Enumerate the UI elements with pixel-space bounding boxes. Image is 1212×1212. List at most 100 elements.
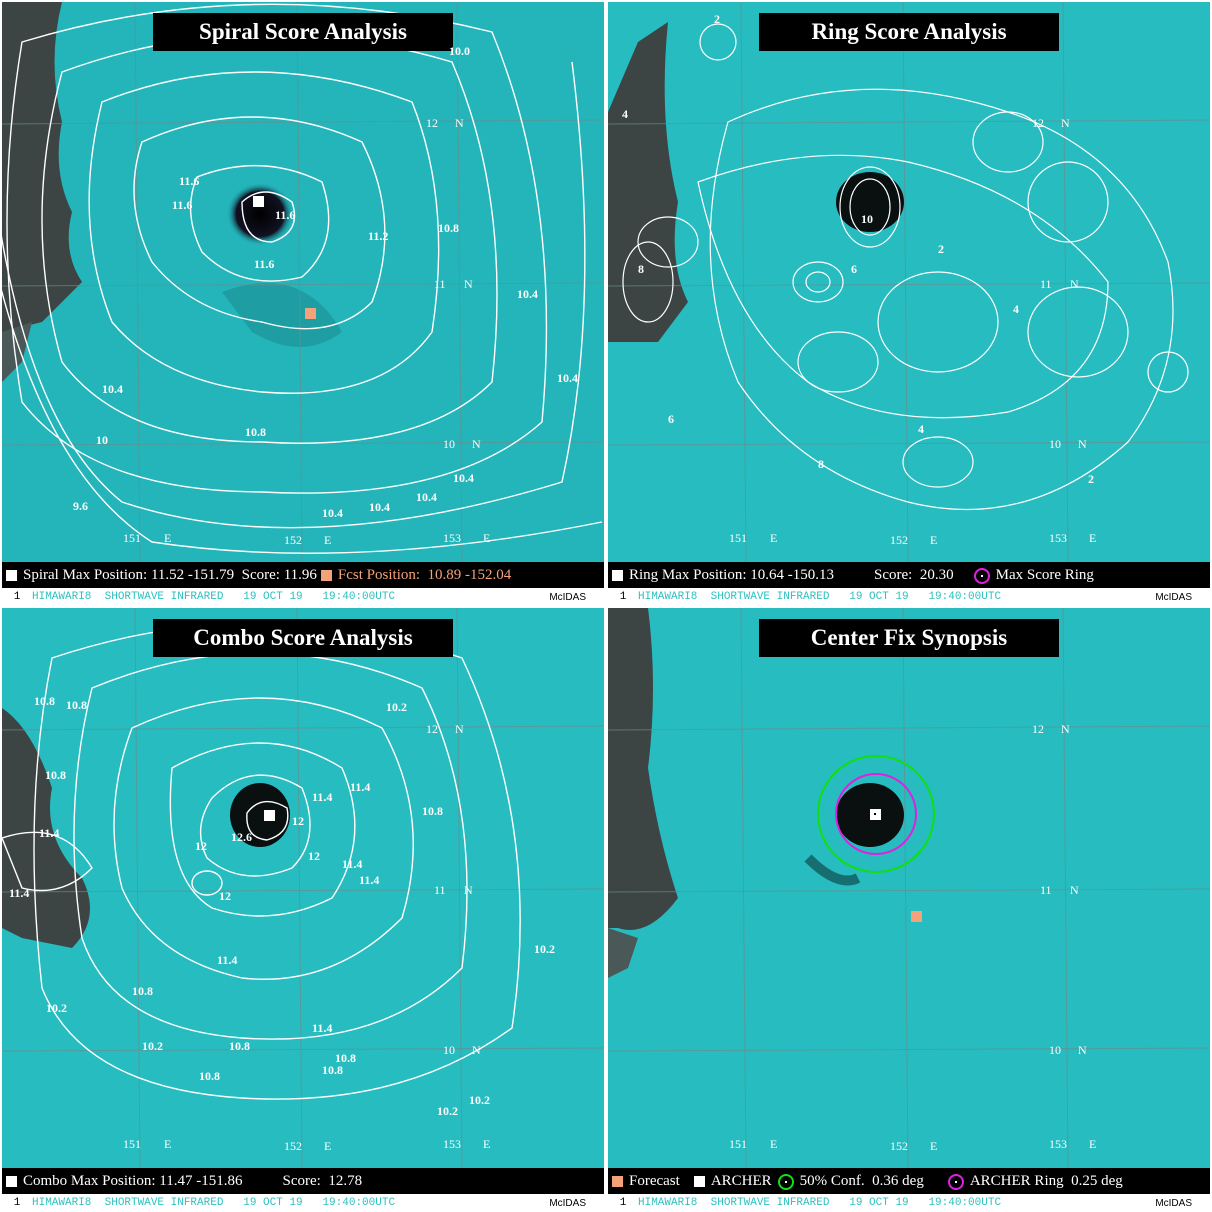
lon-label: E [770,1137,778,1151]
contour-label: 11.6 [179,174,200,188]
legend-position: 11.52 -151.79 [150,567,235,583]
contour-label: 11.4 [312,790,333,804]
contour-label: 10.4 [557,371,578,385]
lat-label: N [1061,722,1070,736]
ring-label: ARCHER Ring [969,1173,1064,1189]
lon-label: 151 [729,531,747,545]
contour-label: 6 [851,262,857,276]
legend-bar: Ring Max Position: 10.64 -150.13 Score: … [608,564,1210,587]
lat-label: N [455,116,464,130]
contour-label: 10.4 [102,382,123,396]
lat-label: N [464,883,473,897]
lon-label: 152 [284,533,302,547]
contour-label: 6 [668,412,674,426]
lon-label: 151 [123,1137,141,1151]
contour-label: 10.8 [438,221,459,235]
center-fix-synopsis-panel: Center Fix Synopsis 12 N 11 N 10 N 151 E… [608,608,1210,1212]
legend-bar: Spiral Max Position: 11.52 -151.79 Score… [2,564,604,587]
legend-position: 10.64 -150.13 [750,567,835,583]
lon-label: E [1089,1137,1097,1151]
fcst-label: Fcst Position: [337,567,421,583]
footer-bar: 1 HIMAWARI8 SHORTWAVE INFRARED 19 OCT 19… [2,588,604,606]
lat-label: N [455,722,464,736]
lat-label: 10 [1049,437,1061,451]
legend-label: Ring Max Position: [629,567,747,583]
lon-label: E [930,533,938,547]
contour-label: 11.4 [39,826,60,840]
contour-label: 8 [818,457,824,471]
contour-label: 9.6 [73,499,88,513]
lat-label: N [1078,1043,1087,1057]
panel-title: Center Fix Synopsis [759,619,1059,657]
contour-label: 10.8 [34,694,55,708]
lon-label: E [324,1139,332,1153]
contour-label: 11.4 [9,886,30,900]
contour-label: 4 [1013,302,1019,316]
contour-label: 8 [638,262,644,276]
contour-label: 10.4 [453,471,474,485]
lon-label: E [164,1137,172,1151]
lat-label: 12 [426,116,438,130]
confidence-ring-icon [777,1173,794,1190]
contour-label: 11.6 [172,198,193,212]
contour-label: 12 [195,839,207,853]
contour-label: 10.8 [45,768,66,782]
archer-label: ARCHER [710,1173,772,1189]
footer-caption: HIMAWARI8 SHORTWAVE INFRARED 19 OCT 19 1… [32,1197,396,1209]
panel-title: Spiral Score Analysis [153,13,453,51]
footer-bar: 1 HIMAWARI8 SHORTWAVE INFRARED 19 OCT 19… [608,588,1210,606]
lon-label: E [483,1137,491,1151]
contour-label: 11.4 [217,953,238,967]
max-position-marker-icon [6,1176,17,1187]
contour-label: 10.2 [469,1093,490,1107]
lat-label: N [1070,883,1079,897]
lat-label: N [1061,116,1070,130]
contour-label: 11.4 [342,857,363,871]
legend-position: 11.47 -151.86 [159,1173,243,1189]
lat-label: 12 [1032,722,1044,736]
contour-label: 2 [1088,472,1094,486]
lon-label: 152 [284,1139,302,1153]
lon-label: 151 [729,1137,747,1151]
contour-label: 11.4 [350,780,371,794]
legend-score-label: Score: [282,1173,321,1189]
contour-label: 12 [308,849,320,863]
lat-label: N [1078,437,1087,451]
contour-label: 10.4 [517,287,538,301]
contour-label: 10.8 [66,698,87,712]
lon-label: E [770,531,778,545]
lon-label: 152 [890,533,908,547]
frame-index: 1 [13,1197,21,1209]
legend-label: Spiral Max Position: [23,567,148,583]
contour-label: 10 [96,433,108,447]
frame-index: 1 [619,1197,627,1209]
mcidas-logo: McIDAS [549,591,586,603]
legend-score: 11.96 [283,567,317,583]
max-position-marker-icon [6,570,17,581]
contour-label: 10.8 [335,1051,356,1065]
contour-label: 11.4 [359,873,380,887]
contour-label: 10.2 [142,1039,163,1053]
contour-label: 12 [219,889,231,903]
lat-label: 10 [1049,1043,1061,1057]
ring-score-panel: Ring Score Analysis 2 4 6 8 10 2 4 4 2 6… [608,2,1210,606]
contour-label: 10.4 [322,506,343,520]
legend-score: 12.78 [328,1173,363,1189]
contour-label: 11.6 [254,257,275,271]
combo-score-panel: Combo Score Analysis 10.8 10.8 10.8 11.4… [2,608,604,1212]
lat-label: 11 [434,883,446,897]
mcidas-logo: McIDAS [1155,1197,1192,1209]
contour-label: 10.2 [386,700,407,714]
legend-score: 20.30 [919,567,954,583]
legend-label: Combo Max Position: [23,1173,156,1189]
contour-label: 10.8 [132,984,153,998]
footer-bar: 1 HIMAWARI8 SHORTWAVE INFRARED 19 OCT 19… [608,1194,1210,1212]
fcst-position: 10.89 -152.04 [427,567,512,583]
footer-bar: 1 HIMAWARI8 SHORTWAVE INFRARED 19 OCT 19… [2,1194,604,1212]
contour-label: 10.8 [245,425,266,439]
contour-label: 12 [292,814,304,828]
forecast-label: Forecast [629,1173,680,1189]
contour-label: 10.4 [416,490,437,504]
contour-label: 10.4 [369,500,390,514]
conf-value: 0.36 deg [872,1173,924,1189]
